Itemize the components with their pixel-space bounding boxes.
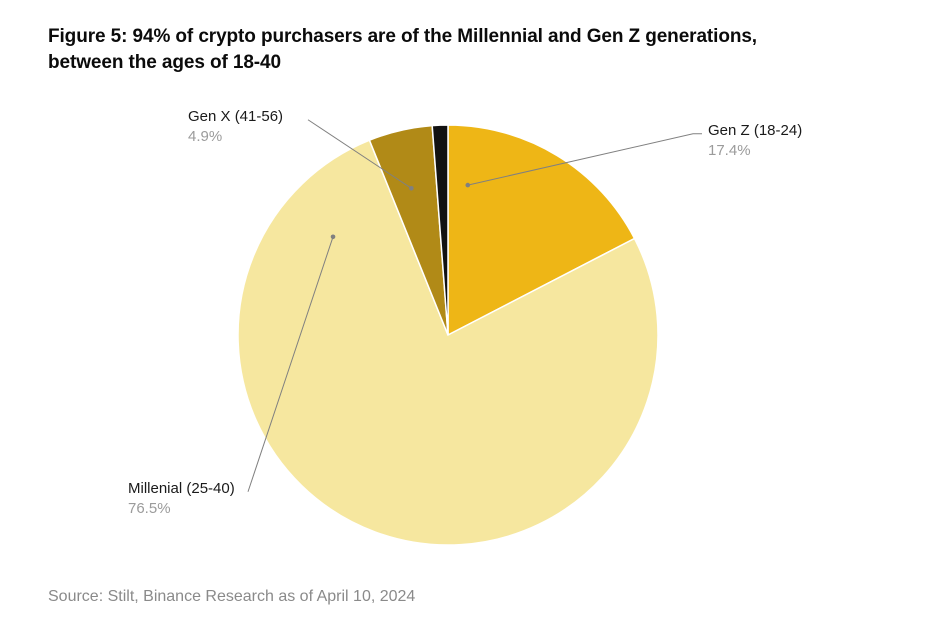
slice-label: Gen Z (18-24)17.4% — [708, 121, 802, 160]
source-text: Source: Stilt, Binance Research as of Ap… — [48, 588, 415, 606]
slice-label: Gen X (41-56)4.9% — [188, 107, 283, 146]
slice-label-pct: 76.5% — [128, 499, 235, 519]
slice-label-pct: 17.4% — [708, 141, 802, 161]
slice-label-pct: 4.9% — [188, 127, 283, 147]
figure-title: Figure 5: 94% of crypto purchasers are o… — [48, 24, 828, 75]
pie-chart: Gen Z (18-24)17.4% Millenial (25-40)76.5%… — [48, 75, 880, 555]
slice-label: Millenial (25-40)76.5% — [128, 479, 235, 518]
figure-container: Figure 5: 94% of crypto purchasers are o… — [0, 0, 928, 628]
slice-label-name: Millenial (25-40) — [128, 479, 235, 499]
slice-label-name: Gen Z (18-24) — [708, 121, 802, 141]
slice-label-name: Gen X (41-56) — [188, 107, 283, 127]
